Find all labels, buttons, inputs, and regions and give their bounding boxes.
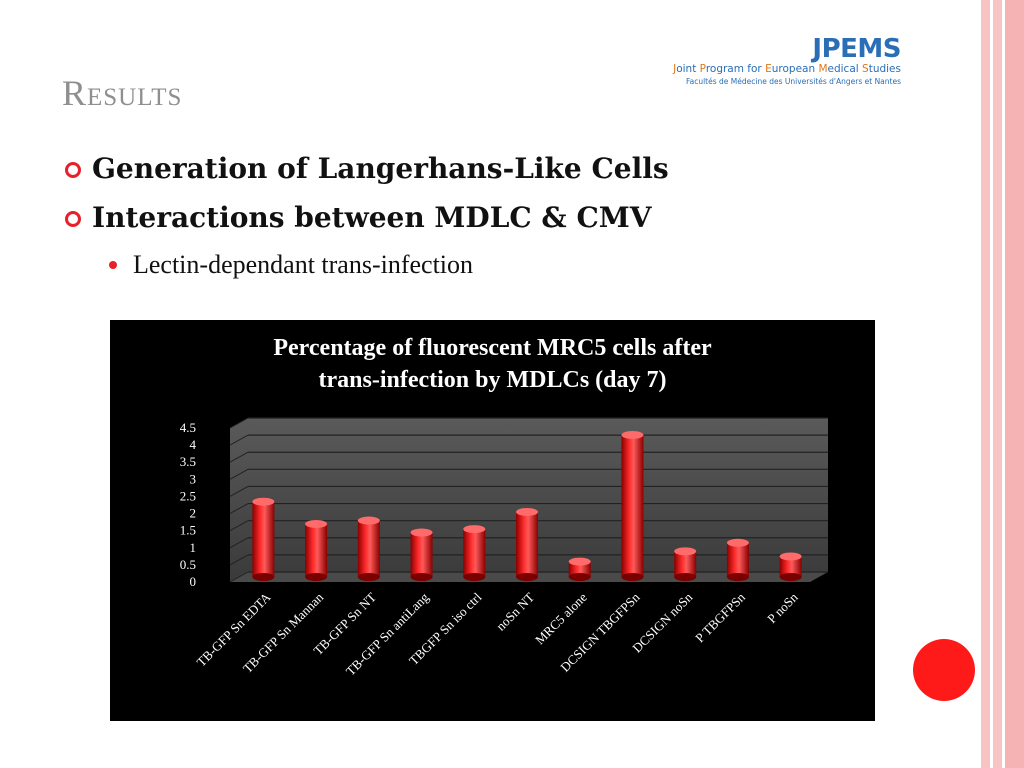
bullet-ring-icon xyxy=(65,211,81,227)
bar-top xyxy=(674,547,697,556)
logo-name: JPEMS xyxy=(812,34,901,64)
bar-top xyxy=(568,557,591,566)
gridline-side xyxy=(229,503,249,514)
bar-base xyxy=(252,573,275,581)
bar-base xyxy=(779,573,802,581)
bullet-text: Interactions between MDLC & CMV xyxy=(92,201,652,234)
bar xyxy=(674,551,697,577)
bar-base xyxy=(726,573,749,581)
decorative-red-circle xyxy=(913,639,975,701)
bar-top xyxy=(410,528,433,537)
right-stripe-2 xyxy=(993,0,1002,768)
bar xyxy=(568,561,591,577)
y-tick-label: 0 xyxy=(190,574,197,589)
slide-title: Results xyxy=(62,73,183,113)
sub-bullet-text: Lectin-dependant trans-infection xyxy=(133,250,474,279)
y-tick-label: 1.5 xyxy=(180,523,196,538)
bullet-ring-icon xyxy=(65,162,81,178)
bar xyxy=(726,542,749,577)
chart-title-line: Percentage of fluorescent MRC5 cells aft… xyxy=(273,335,712,361)
y-tick-label: 1 xyxy=(190,540,197,555)
bar-base xyxy=(568,573,591,581)
bar xyxy=(357,520,380,577)
y-tick-label: 3 xyxy=(190,471,197,486)
gridline-side xyxy=(229,451,249,463)
bar xyxy=(779,556,802,577)
bullet-item: Generation of Langerhans-Like Cells xyxy=(65,152,669,185)
gridline-side xyxy=(229,417,249,429)
bar-top xyxy=(621,430,644,439)
logo-affiliation: Facultés de Médecine des Universités d'A… xyxy=(686,77,901,86)
chart-panel: Percentage of fluorescent MRC5 cells aft… xyxy=(110,320,875,721)
bar-base xyxy=(305,573,328,581)
bullet-text: Generation of Langerhans-Like Cells xyxy=(92,152,669,185)
y-tick-label: 2.5 xyxy=(180,488,196,503)
gridline-side xyxy=(229,468,249,480)
jpems-logo: JPEMS Joint Program for European Medical… xyxy=(673,36,901,88)
gridline-side xyxy=(229,486,249,497)
chart-title-line: trans-infection by MDLCs (day 7) xyxy=(318,367,667,393)
y-tick-label: 2 xyxy=(190,506,197,521)
gridline-side xyxy=(229,571,249,583)
bar-top xyxy=(463,525,486,534)
bar-base xyxy=(357,573,380,581)
bar-top xyxy=(305,519,328,528)
x-tick-label: P noSn xyxy=(764,589,801,626)
y-tick-label: 4 xyxy=(190,437,197,452)
bar xyxy=(516,511,538,577)
x-tick-label: MRC5 alone xyxy=(532,589,590,647)
bar-top xyxy=(357,516,380,525)
bar-top xyxy=(726,538,749,547)
bar-top xyxy=(779,552,802,561)
bar xyxy=(621,434,644,577)
gridline-side xyxy=(229,554,249,566)
y-tick-label: 4.5 xyxy=(180,420,196,435)
bar xyxy=(410,532,433,577)
gridline-side xyxy=(229,520,249,532)
right-stripe-3 xyxy=(1005,0,1024,768)
bar-base xyxy=(463,573,486,581)
bar-top xyxy=(252,497,275,506)
bar xyxy=(305,523,328,577)
y-tick-label: 0.5 xyxy=(180,557,196,572)
logo-tagline: Joint Program for European Medical Studi… xyxy=(673,63,901,75)
bar xyxy=(252,501,275,577)
bar-top xyxy=(516,507,538,516)
x-tick-label: noSn NT xyxy=(493,589,537,633)
sub-bullet-dot-icon xyxy=(109,261,117,269)
x-tick-label: P TBGFPSn xyxy=(692,589,748,645)
bar-base xyxy=(410,573,433,581)
bar-base xyxy=(516,573,538,581)
bar xyxy=(463,529,486,577)
right-stripe-1 xyxy=(981,0,990,768)
sub-bullet-item: Lectin-dependant trans-infection xyxy=(109,250,474,280)
bar-chart: 00.511.522.533.544.5TB-GFP Sn EDTATB-GFP… xyxy=(180,417,828,678)
gridline-side xyxy=(229,434,249,446)
y-tick-label: 3.5 xyxy=(180,454,196,469)
bullet-item: Interactions between MDLC & CMV xyxy=(65,201,652,234)
gridline-side xyxy=(229,537,249,549)
chart-title: Percentage of fluorescent MRC5 cells aft… xyxy=(110,332,875,396)
bar-base xyxy=(674,573,697,581)
bar-base xyxy=(621,573,644,581)
